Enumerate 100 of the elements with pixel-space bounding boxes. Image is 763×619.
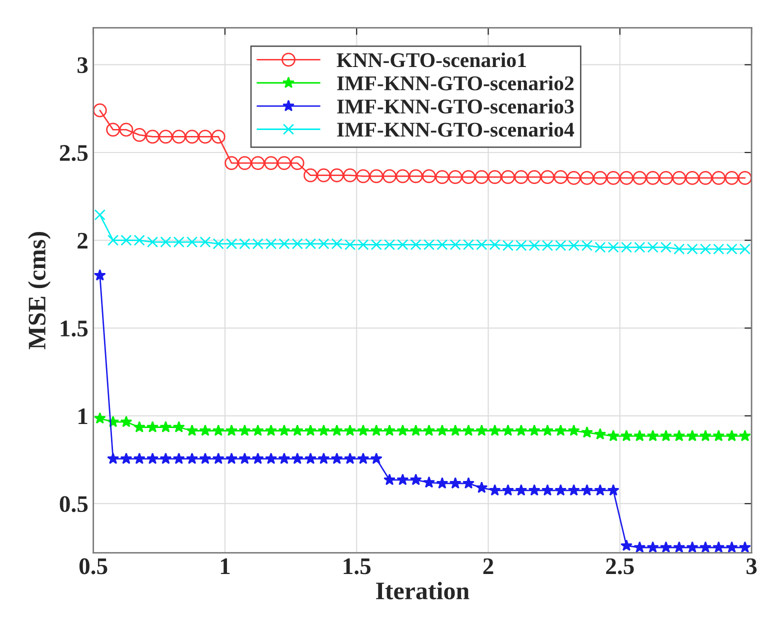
point <box>528 424 540 436</box>
point <box>515 424 528 436</box>
point <box>738 541 751 553</box>
point <box>238 452 251 464</box>
point <box>659 171 673 185</box>
y-tick-label: 3 <box>78 57 88 74</box>
point <box>160 452 172 464</box>
point <box>580 171 594 185</box>
point <box>646 171 660 185</box>
point <box>568 240 580 252</box>
point <box>594 484 606 496</box>
point <box>120 416 132 428</box>
point <box>292 238 303 250</box>
point <box>489 239 500 250</box>
legend-label: KNN-GTO-scenario1 <box>336 52 526 68</box>
point <box>186 236 198 248</box>
point <box>738 171 752 185</box>
point <box>108 234 119 246</box>
point <box>186 452 198 464</box>
point <box>634 541 646 553</box>
point <box>462 170 476 184</box>
legend-label: IMF-KNN-GTO-scenario4 <box>337 122 574 137</box>
point <box>120 234 132 246</box>
point <box>608 242 619 253</box>
point <box>226 238 238 250</box>
point <box>211 130 226 144</box>
point <box>397 239 408 250</box>
point <box>226 452 238 464</box>
point <box>384 474 396 486</box>
point <box>700 541 712 553</box>
point <box>634 430 646 442</box>
point <box>488 424 501 436</box>
point <box>555 240 566 252</box>
point <box>250 156 265 170</box>
point <box>212 424 224 436</box>
point <box>436 424 448 436</box>
point <box>120 452 132 464</box>
point <box>357 424 370 436</box>
point <box>422 169 436 184</box>
point <box>726 430 738 442</box>
point <box>566 171 581 185</box>
point <box>133 452 146 464</box>
y-tick-label: 0.5 <box>60 496 88 512</box>
point <box>304 452 317 464</box>
point <box>739 244 751 255</box>
point <box>685 171 700 185</box>
point <box>147 236 158 248</box>
point <box>554 484 567 496</box>
point <box>712 171 726 185</box>
point <box>606 171 620 185</box>
point <box>93 103 107 118</box>
point <box>488 170 502 184</box>
point <box>515 484 528 496</box>
point <box>712 541 725 553</box>
point <box>158 130 173 144</box>
point <box>278 452 290 464</box>
point <box>304 238 316 250</box>
point <box>238 156 252 170</box>
point <box>330 168 344 182</box>
point <box>686 541 698 553</box>
point <box>396 474 409 486</box>
point <box>462 424 474 436</box>
point <box>436 239 448 250</box>
point <box>686 244 698 255</box>
x-tick-label: 1 <box>220 558 230 574</box>
point <box>106 122 120 137</box>
point <box>476 424 488 436</box>
point <box>344 239 356 250</box>
point <box>410 474 422 486</box>
point <box>252 424 264 436</box>
point <box>369 169 384 184</box>
point <box>133 420 146 432</box>
point <box>660 541 672 553</box>
point <box>674 244 685 255</box>
point <box>226 424 238 436</box>
point <box>199 424 212 436</box>
x-axis-title: Iteration <box>376 582 470 600</box>
point <box>265 424 278 436</box>
point <box>449 424 462 436</box>
point <box>410 424 422 436</box>
point <box>581 484 593 496</box>
point <box>502 240 514 252</box>
point <box>331 238 342 250</box>
point <box>450 239 461 250</box>
point <box>448 170 462 184</box>
point <box>200 236 211 248</box>
point <box>356 169 370 184</box>
point <box>700 430 712 442</box>
point <box>462 239 474 250</box>
point <box>318 238 330 250</box>
point <box>516 240 527 252</box>
point <box>94 209 106 220</box>
point <box>410 239 422 250</box>
point <box>476 482 488 493</box>
point <box>330 424 343 436</box>
point <box>384 424 396 436</box>
point <box>514 170 528 184</box>
point <box>620 430 632 442</box>
point <box>646 430 659 442</box>
point <box>673 541 686 553</box>
